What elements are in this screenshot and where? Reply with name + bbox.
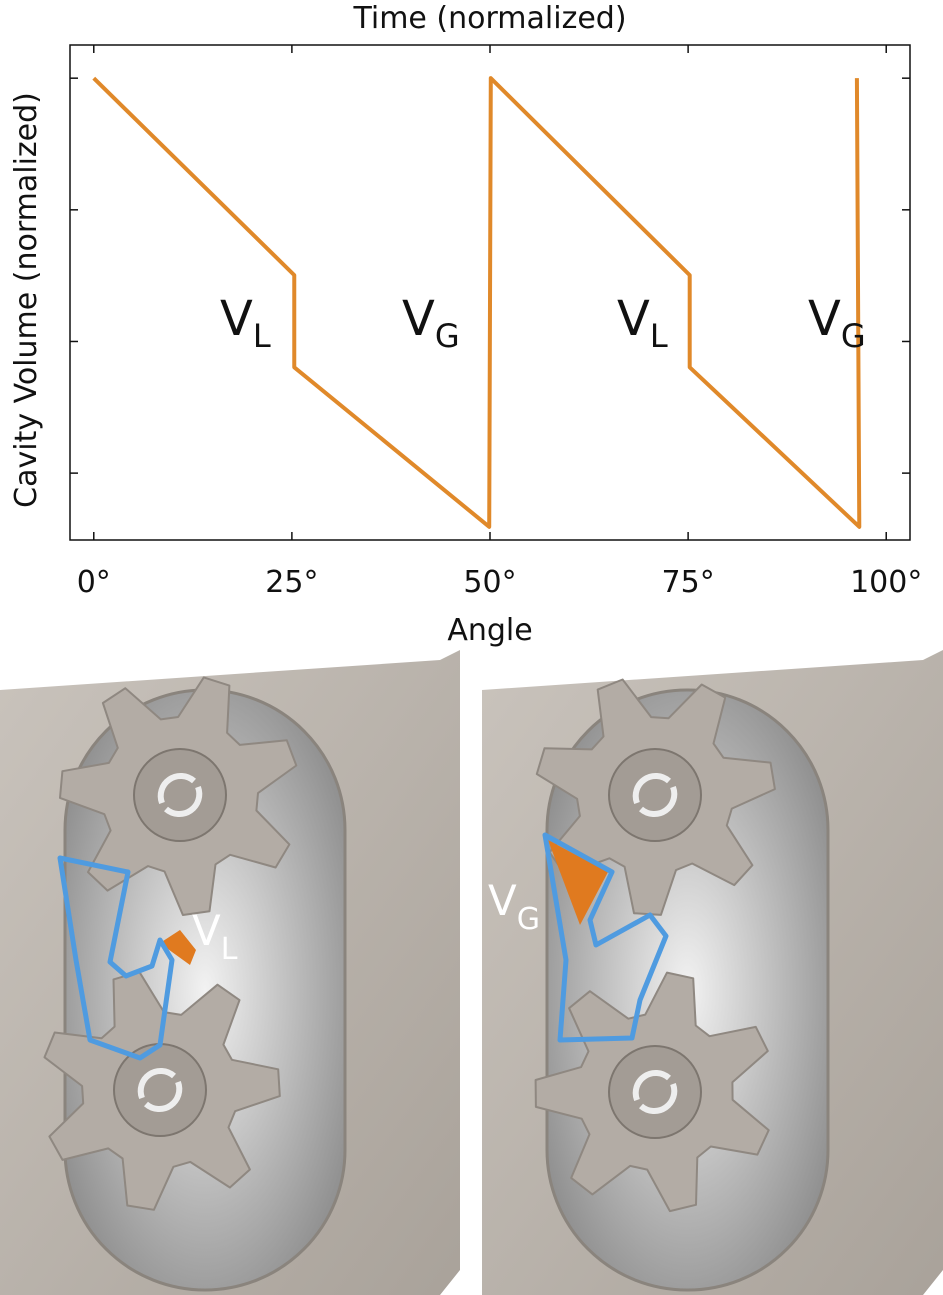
volume-label-text: V — [488, 876, 517, 925]
annotation-subscript: L — [650, 317, 668, 355]
gear-shaft — [134, 749, 226, 841]
line-series — [94, 78, 860, 527]
annotation-text: V — [220, 291, 253, 347]
annotation-text: V — [617, 291, 650, 347]
annotation-subscript: G — [435, 317, 460, 355]
annotation-text: V — [808, 291, 841, 347]
annotation-subscript: L — [253, 317, 271, 355]
volume-label-subscript: L — [221, 932, 238, 967]
gear-shaft — [609, 749, 701, 841]
x-tick-label: 0° — [77, 565, 111, 600]
annotation: VG — [402, 291, 460, 355]
gear-shaft — [114, 1044, 206, 1136]
volume-label-subscript: G — [517, 902, 540, 937]
x-tick-label: 25° — [265, 565, 318, 600]
x-tick-label: 75° — [662, 565, 715, 600]
x-axis-label: Angle — [447, 613, 532, 648]
volume-label-text: V — [192, 906, 221, 955]
page: {"chart_data": {"type": "line", "title":… — [0, 0, 943, 1295]
annotation-subscript: G — [841, 317, 866, 355]
annotation: VL — [220, 291, 271, 355]
x-tick-label: 50° — [463, 565, 516, 600]
figure: VLVG Time (normalized) Angle Cavity Volu… — [0, 0, 943, 1295]
x-tick-label: 100° — [850, 565, 922, 600]
gear-shaft — [609, 1046, 701, 1138]
annotation-text: V — [402, 291, 435, 347]
chart-title: Time (normalized) — [352, 1, 626, 36]
annotation: VL — [617, 291, 668, 355]
y-axis-label: Cavity Volume (normalized) — [9, 92, 44, 508]
